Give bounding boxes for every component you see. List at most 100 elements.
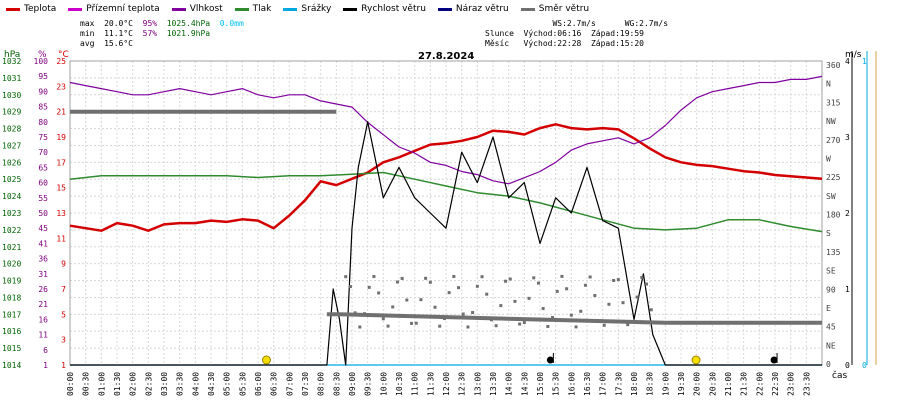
sunset-marker: [691, 355, 701, 365]
tick-label-time: 15:30: [552, 372, 561, 396]
legend-swatch: [437, 7, 452, 11]
wind-direction-point: [527, 296, 531, 300]
legend-swatch: [343, 7, 358, 11]
legend-label: Teplota: [24, 4, 57, 14]
wind-direction-point: [602, 323, 606, 327]
tick-label-humidity: 31: [38, 270, 48, 279]
wind-direction-point: [626, 323, 630, 327]
wind-direction-point: [588, 275, 592, 279]
legend-label: Tlak: [252, 4, 272, 14]
tick-label-pressure: 1015: [2, 344, 21, 353]
wind-direction-point: [565, 287, 569, 291]
tick-label-time: 20:00: [693, 372, 702, 396]
wind-direction-point: [504, 279, 508, 283]
tick-label-temperature: 7: [61, 285, 66, 294]
wind-direction-point: [348, 285, 352, 289]
tick-label-time: 17:00: [599, 372, 608, 396]
tick-label-time: 19:30: [677, 372, 686, 396]
tick-label-wind-dir: 360: [826, 61, 841, 70]
wind-direction-point: [616, 278, 620, 282]
tick-label-pressure: 1031: [2, 74, 21, 83]
tick-label-humidity: 50: [38, 209, 48, 218]
legend-item-7: Směr větru: [520, 2, 589, 16]
legend-item-6: Náraz větru: [437, 2, 509, 16]
tick-label-time: 22:00: [755, 372, 764, 396]
tick-label-wind-dir: N: [826, 80, 831, 89]
tick-label-time: 08:00: [317, 372, 326, 396]
wind-direction-point: [485, 292, 489, 296]
tick-label-time: 06:30: [270, 372, 279, 396]
tick-label-time: 03:30: [176, 372, 185, 396]
legend-label: Rychlost větru: [361, 4, 426, 14]
tick-label-time: 04:30: [207, 372, 216, 396]
tick-label-time: 21:00: [724, 372, 733, 396]
axis-unit-humidity: %: [38, 50, 47, 60]
wind-direction-point: [466, 325, 470, 329]
wind-direction-point: [536, 281, 540, 285]
axis-unit-pressure: hPa: [4, 50, 20, 60]
tick-label-time: 13:00: [473, 372, 482, 396]
wind-direction-point: [607, 302, 611, 306]
tick-label-time: 11:30: [426, 372, 435, 396]
tick-label-time: 23:30: [802, 372, 811, 396]
wind-direction-point: [574, 325, 578, 329]
wind-direction-point: [612, 278, 616, 282]
wind-direction-point: [560, 274, 564, 278]
wind-direction-point: [447, 291, 451, 295]
wind-direction-point: [419, 298, 423, 302]
tick-label-pressure: 1029: [2, 108, 21, 117]
tick-label-time: 19:00: [661, 372, 670, 396]
wind-direction-point: [400, 276, 404, 280]
wind-direction-point: [522, 320, 526, 324]
legend-item-2: Vlhkost: [171, 2, 223, 16]
tick-label-time: 16:30: [583, 372, 592, 396]
tick-label-temperature: 17: [56, 158, 66, 167]
tick-label-pressure: 1021: [2, 243, 21, 252]
tick-label-time: 05:30: [238, 372, 247, 396]
tick-label-wind-dir: SW: [826, 192, 836, 201]
tick-label-time: 01:30: [113, 372, 122, 396]
tick-label-wind-dir: 315: [826, 98, 841, 107]
tick-label-time: 10:00: [379, 372, 388, 396]
tick-label-temperature: 25: [56, 57, 66, 66]
wind-direction-point: [367, 285, 371, 289]
tick-label-temperature: 3: [61, 336, 66, 345]
tick-label-time: 07:30: [301, 372, 310, 396]
tick-label-time: 01:00: [97, 372, 106, 396]
tick-label-time: 13:30: [489, 372, 498, 396]
axis-unit-wind-speed: m/s: [845, 50, 862, 60]
legend-label: Srážky: [301, 4, 332, 14]
tick-label-wind-dir: NW: [826, 117, 836, 126]
legend: Teplota Přízemní teplota Vlhkost Tlak Srážky…: [6, 2, 601, 16]
tick-label-time: 08:30: [332, 372, 341, 396]
tick-label-pressure: 1027: [2, 141, 21, 150]
tick-label-pressure: 1024: [2, 192, 21, 201]
wind-direction-point: [363, 312, 367, 316]
tick-label-pressure: 1014: [2, 361, 21, 370]
legend-item-1: Přízemní teplota: [68, 2, 160, 16]
tick-label-time: 10:30: [395, 372, 404, 396]
tick-label-pressure: 1026: [2, 158, 21, 167]
tick-label-humidity: 16: [38, 315, 48, 324]
tick-label-humidity: 80: [38, 118, 48, 127]
series-humidity: [69, 75, 823, 185]
wind-direction-point: [372, 275, 376, 279]
tick-label-wind-dir: 45: [826, 323, 836, 332]
tick-label-time: 02:00: [129, 372, 138, 396]
legend-item-3: Tlak: [234, 2, 272, 16]
tick-label-temperature: 23: [56, 82, 66, 91]
wind-direction-point: [381, 317, 385, 321]
wind-direction-point: [546, 324, 550, 328]
tick-label-time: 21:30: [740, 372, 749, 396]
wind-direction-point: [471, 311, 475, 315]
tick-label-humidity: 75: [38, 133, 48, 142]
tick-label-time: 18:00: [630, 372, 639, 396]
tick-label-pressure: 1030: [2, 91, 21, 100]
wind-direction-point: [438, 324, 442, 328]
tick-label-humidity: 1: [43, 361, 48, 370]
series-wind-speed: [70, 121, 822, 366]
tick-label-pressure: 1022: [2, 226, 21, 235]
tick-label-time: 02:30: [144, 372, 153, 396]
tick-label-rain: 1: [862, 57, 867, 66]
chart-title: 27.8.2024: [418, 51, 475, 62]
